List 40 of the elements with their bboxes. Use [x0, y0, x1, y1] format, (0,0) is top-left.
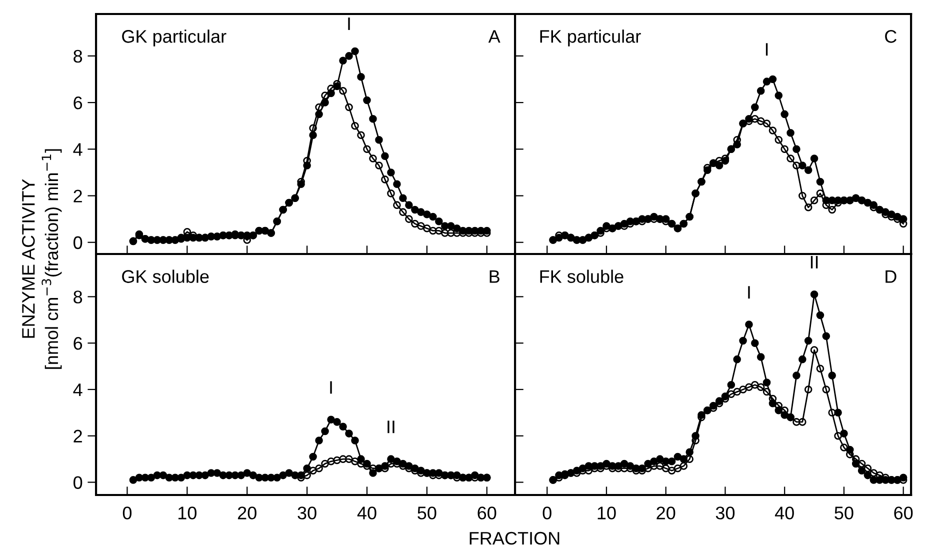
- x-tick-label: 30: [298, 506, 316, 520]
- annotation: I: [748, 286, 750, 299]
- x-tick-label: 0: [542, 506, 552, 520]
- y-tick-label: 4: [73, 384, 82, 396]
- x-tick-label: 10: [178, 506, 196, 520]
- x-axis-title: FRACTION: [470, 532, 560, 545]
- annotation: II: [388, 420, 394, 434]
- annotation: I: [348, 18, 350, 30]
- y-tick-label: 4: [73, 143, 82, 156]
- x-tick-label: 20: [656, 506, 676, 520]
- annotation: D: [886, 270, 896, 283]
- y-tick-label: 8: [74, 50, 82, 63]
- annotation: C: [885, 30, 897, 43]
- annotation: B: [490, 270, 500, 283]
- text: GK particular: [122, 30, 226, 46]
- text: FK particular: [540, 30, 641, 46]
- x-tick-label: 60: [478, 506, 496, 520]
- y-tick-label: 0: [74, 476, 82, 489]
- annotation: I: [330, 381, 332, 394]
- y-tick-label: 0: [74, 236, 82, 250]
- y-tick-label: 6: [74, 337, 82, 350]
- annotation: A: [488, 30, 500, 43]
- x-tick-label: 10: [598, 506, 616, 520]
- y-tick-label: 2: [74, 190, 82, 202]
- annotation: II: [810, 256, 818, 268]
- text: GK soluble: [122, 270, 209, 283]
- y-tick-label: 2: [74, 430, 82, 442]
- x-tick-label: 50: [834, 506, 854, 520]
- x-tick-label: 30: [716, 506, 735, 520]
- x-tick-label: 40: [357, 506, 376, 520]
- y-tick-label: 8: [74, 290, 82, 304]
- x-tick-label: 60: [894, 506, 913, 520]
- x-tick-label: 20: [238, 506, 256, 520]
- text: FK soluble: [540, 270, 624, 283]
- annotation: I: [766, 43, 768, 56]
- x-tick-label: 0: [122, 506, 132, 520]
- x-tick-label: 40: [774, 506, 794, 520]
- x-tick-label: 50: [418, 506, 436, 520]
- y-tick-label: 6: [74, 96, 82, 110]
- y-axis-title: ENZYME ACTIVITY [nmol cm$^{−3}$(fraction) min$^{−1}$]: [22, 149, 62, 369]
